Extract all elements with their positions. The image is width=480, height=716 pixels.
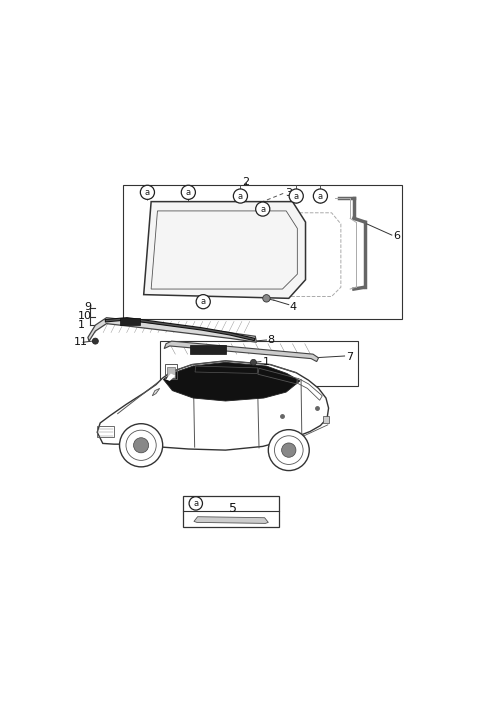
Text: a: a (186, 188, 191, 197)
Text: 1: 1 (222, 379, 229, 390)
Bar (165, 364, 177, 379)
Text: 6: 6 (393, 231, 400, 241)
Circle shape (133, 437, 149, 453)
Text: 7: 7 (346, 352, 353, 362)
Bar (160, 341, 358, 386)
Circle shape (140, 185, 155, 199)
Polygon shape (152, 388, 160, 396)
Bar (324, 415, 329, 423)
Polygon shape (97, 361, 329, 450)
Text: a: a (238, 192, 243, 200)
Polygon shape (164, 341, 319, 362)
Circle shape (313, 189, 327, 203)
Text: a: a (294, 192, 299, 200)
Text: a: a (145, 188, 150, 197)
Circle shape (120, 424, 163, 467)
Bar (123, 185, 402, 319)
Text: 10: 10 (78, 311, 92, 321)
Text: 3: 3 (285, 188, 292, 198)
Polygon shape (194, 517, 268, 523)
Circle shape (196, 294, 210, 309)
Polygon shape (88, 318, 256, 342)
Text: 12: 12 (226, 376, 240, 386)
Text: a: a (318, 192, 323, 200)
Bar (190, 345, 226, 354)
Text: a: a (193, 499, 198, 508)
Text: 1: 1 (78, 320, 85, 330)
Circle shape (263, 294, 270, 302)
Bar (167, 367, 175, 378)
Polygon shape (166, 374, 175, 381)
Text: 8: 8 (267, 335, 275, 345)
Text: a: a (260, 205, 265, 213)
Circle shape (289, 189, 303, 203)
Polygon shape (163, 362, 300, 401)
Circle shape (268, 430, 309, 470)
Circle shape (233, 189, 248, 203)
Text: a: a (201, 297, 206, 306)
Text: 5: 5 (229, 502, 237, 515)
Circle shape (181, 185, 195, 199)
Circle shape (92, 338, 98, 344)
Circle shape (189, 497, 203, 510)
Text: 2: 2 (242, 177, 250, 187)
Bar (183, 495, 279, 527)
Circle shape (282, 443, 296, 458)
Text: 4: 4 (290, 301, 297, 311)
Bar (120, 319, 140, 325)
Circle shape (256, 202, 270, 216)
Text: 9: 9 (84, 301, 91, 311)
Text: 1: 1 (263, 357, 270, 367)
Circle shape (251, 359, 256, 365)
Bar (97, 426, 114, 437)
Polygon shape (144, 202, 305, 299)
Text: 11: 11 (74, 337, 88, 347)
